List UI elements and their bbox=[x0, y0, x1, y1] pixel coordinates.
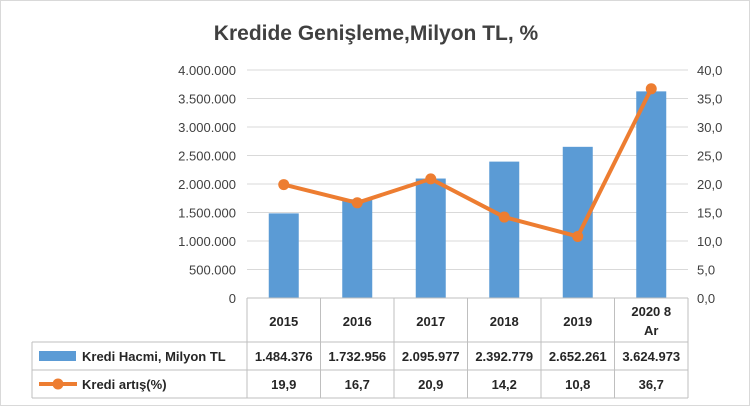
y-left-tick-label: 2.000.000 bbox=[178, 177, 236, 192]
data-label: 10,8 bbox=[565, 377, 590, 392]
data-label: 1.732.956 bbox=[328, 349, 386, 364]
data-label: 20,9 bbox=[418, 377, 443, 392]
data-label: 14,2 bbox=[492, 377, 517, 392]
y-right-tick-label: 40,0 bbox=[697, 63, 722, 78]
y-left-tick-label: 500.000 bbox=[189, 263, 236, 278]
x-tick-label: 2019 bbox=[563, 314, 592, 329]
bar bbox=[636, 91, 667, 298]
y-left-tick-label: 0 bbox=[229, 291, 236, 306]
data-label: 16,7 bbox=[345, 377, 370, 392]
bar bbox=[562, 146, 593, 298]
data-label: 36,7 bbox=[639, 377, 664, 392]
line-point bbox=[425, 173, 437, 185]
x-tick-label: 2020 8 bbox=[631, 304, 671, 319]
line-point bbox=[572, 230, 584, 242]
legend-label-line: Kredi artış(%) bbox=[82, 377, 167, 392]
x-tick-label: 2015 bbox=[269, 314, 298, 329]
line-series bbox=[278, 83, 657, 242]
bar bbox=[415, 178, 446, 298]
data-table: 2015 2016 2017 2018 2019 2020 8 Ar Kredi Hacmi,… bbox=[31, 297, 689, 399]
x-tick-label: 2018 bbox=[490, 314, 519, 329]
y-right-tick-label: 0,0 bbox=[697, 291, 715, 306]
y-left-tick-label: 1.000.000 bbox=[178, 234, 236, 249]
bar-series bbox=[268, 91, 667, 298]
x-tick-label: Ar bbox=[644, 323, 658, 338]
line-point bbox=[278, 179, 290, 191]
bar bbox=[489, 161, 520, 298]
y-left-tick-label: 2.500.000 bbox=[178, 149, 236, 164]
legend-label-bar: Kredi Hacmi, Milyon TL bbox=[82, 349, 226, 364]
data-label: 2.392.779 bbox=[475, 349, 533, 364]
data-label: 1.484.376 bbox=[255, 349, 313, 364]
line-point bbox=[645, 83, 657, 95]
y-right-tick-label: 20,0 bbox=[697, 177, 722, 192]
data-label: 2.652.261 bbox=[549, 349, 607, 364]
y-left-tick-label: 1.500.000 bbox=[178, 206, 236, 221]
line-point bbox=[351, 197, 363, 209]
y-left-tick-label: 3.000.000 bbox=[178, 120, 236, 135]
y-right-tick-label: 30,0 bbox=[697, 120, 722, 135]
line-path bbox=[281, 86, 654, 239]
gridlines bbox=[247, 69, 688, 270]
bar bbox=[342, 199, 373, 298]
y-right-tick-label: 15,0 bbox=[697, 206, 722, 221]
y-right-tick-label: 10,0 bbox=[697, 234, 722, 249]
legend-swatch-bar bbox=[39, 351, 76, 361]
legend-swatch-marker bbox=[52, 378, 64, 390]
x-tick-label: 2016 bbox=[343, 314, 372, 329]
bar bbox=[268, 213, 299, 298]
data-label: 2.095.977 bbox=[402, 349, 460, 364]
y-left-tick-label: 3.500.000 bbox=[178, 92, 236, 107]
y-left-tick-label: 4.000.000 bbox=[178, 63, 236, 78]
data-label: 3.624.973 bbox=[622, 349, 680, 364]
chart-title: Kredide Genişleme,Milyon TL, % bbox=[214, 22, 539, 45]
y-right-tick-label: 35,0 bbox=[697, 92, 722, 107]
data-label: 19,9 bbox=[271, 377, 296, 392]
x-tick-label: 2017 bbox=[416, 314, 445, 329]
line-point bbox=[498, 211, 510, 223]
y-right-tick-label: 5,0 bbox=[697, 263, 715, 278]
y-right-tick-label: 25,0 bbox=[697, 149, 722, 164]
axis-ticks: 0 0,0 500.000 5,0 1.000.000 10,0 1.500.000 15,0… bbox=[178, 63, 722, 306]
